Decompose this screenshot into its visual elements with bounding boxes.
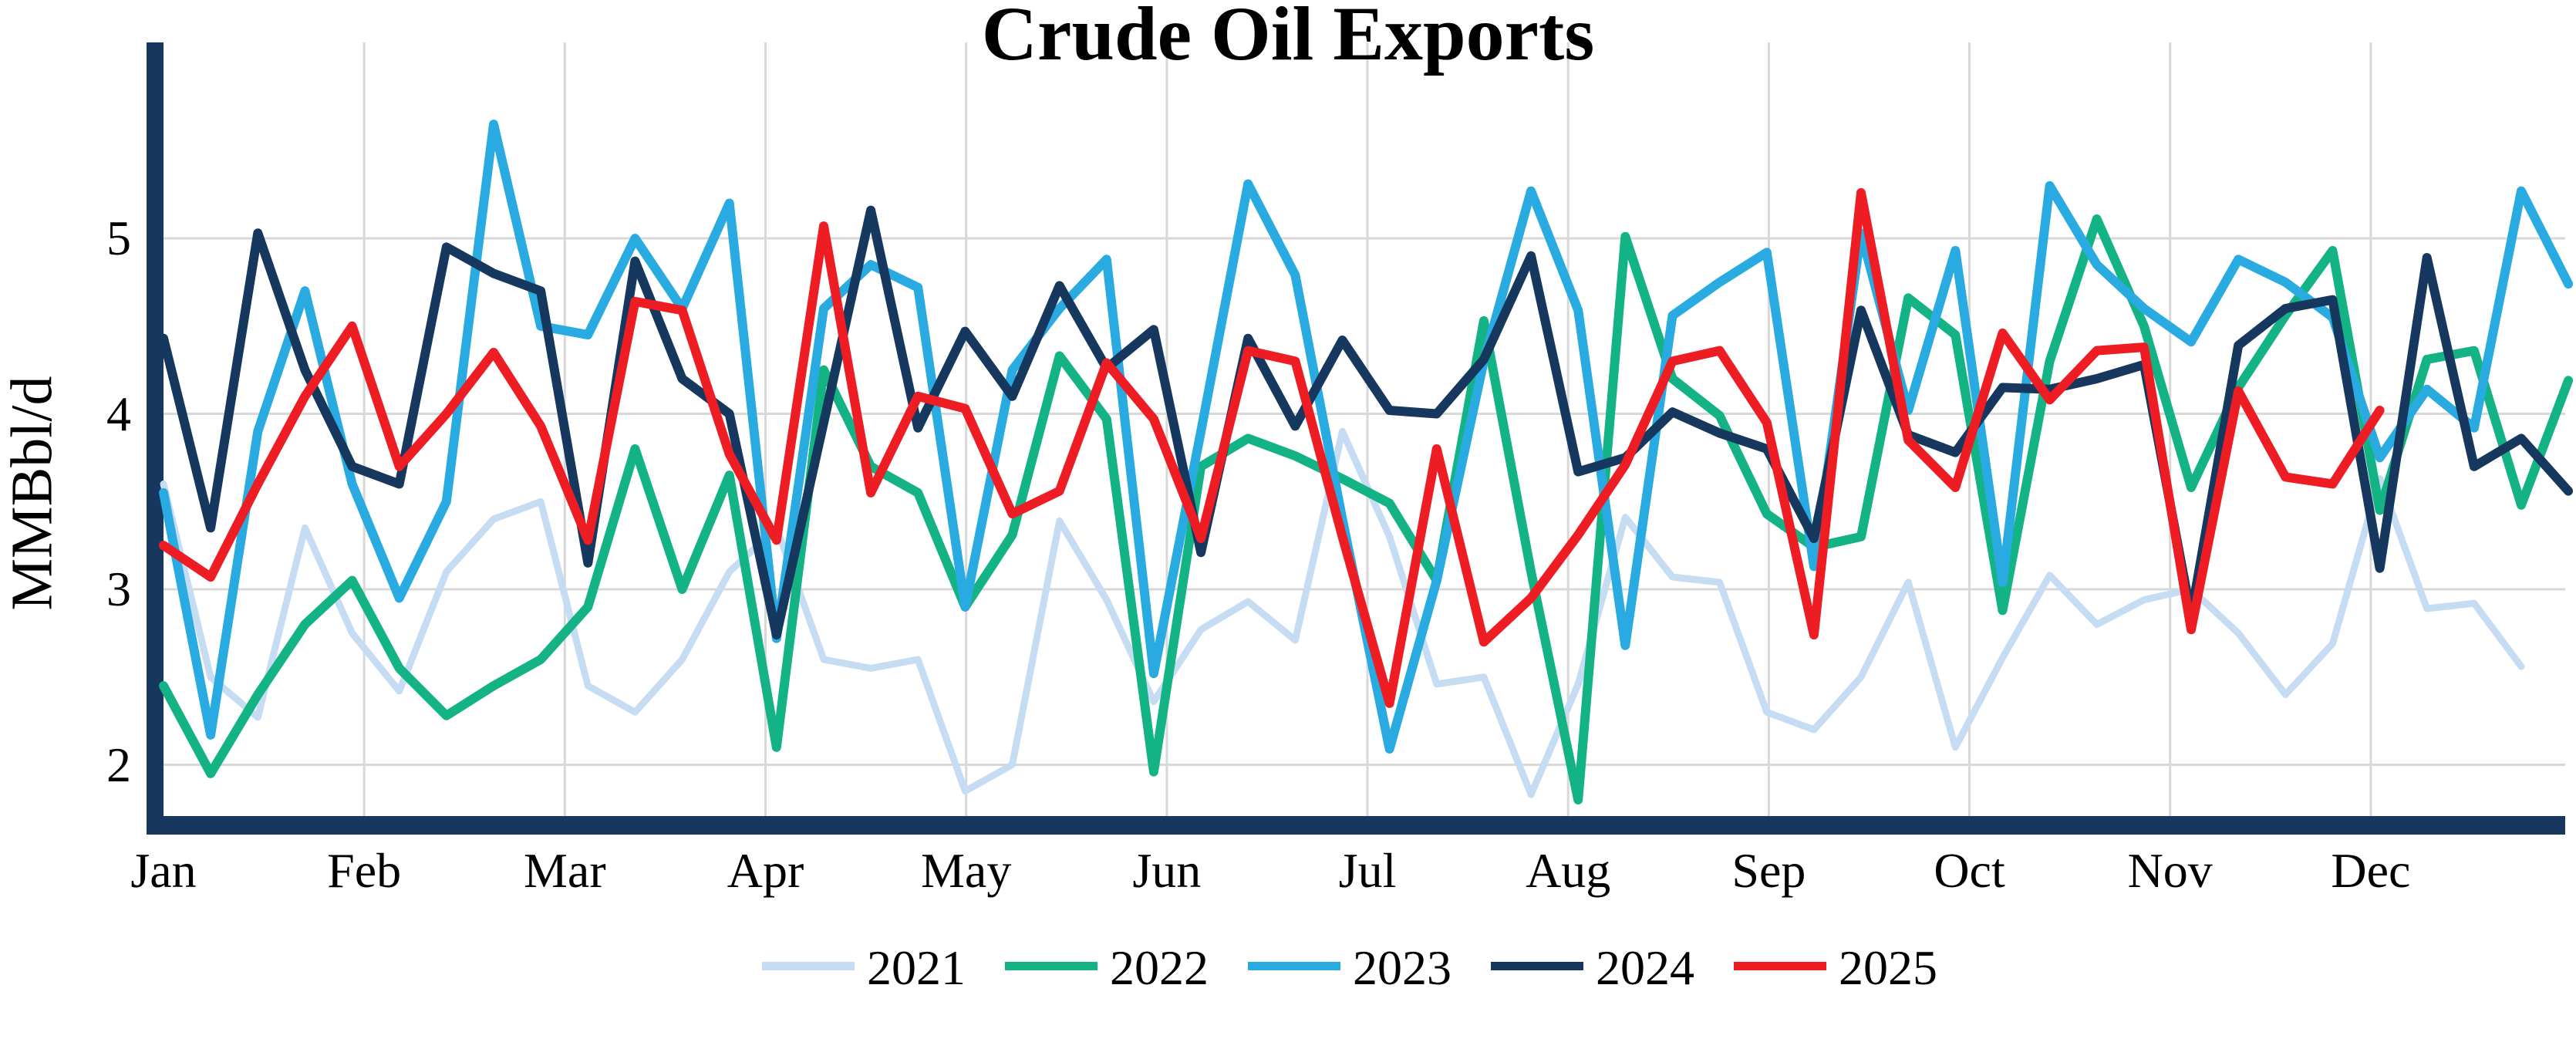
legend-label: 2022	[1110, 940, 1209, 995]
x-tick-label-dec: Dec	[2331, 843, 2411, 898]
x-tick-label-jul: Jul	[1338, 843, 1397, 898]
legend-label: 2024	[1596, 940, 1694, 995]
legend-label: 2021	[867, 940, 966, 995]
legend-swatch-2022	[1005, 962, 1097, 970]
series-line-2021	[160, 427, 2525, 798]
x-tick-label-mar: Mar	[524, 843, 606, 898]
legend-label: 2025	[1839, 940, 1937, 995]
x-axis-line	[147, 816, 2565, 835]
x-tick-label-oct: Oct	[1934, 843, 2005, 898]
chart-title: Crude Oil Exports	[981, 0, 1595, 76]
x-tick-label-nov: Nov	[2127, 843, 2213, 898]
series-line-2025	[159, 187, 2385, 708]
x-tick-label-apr: Apr	[727, 843, 804, 898]
y-tick-label: 2	[106, 737, 131, 792]
x-tick-label-jun: Jun	[1132, 843, 1202, 898]
series-line-2022	[159, 214, 2574, 804]
legend-swatch-2021	[762, 962, 855, 970]
y-axis-line	[147, 42, 164, 835]
x-tick-label-may: May	[921, 843, 1012, 898]
x-tick-label-jan: Jan	[130, 843, 197, 898]
y-tick-label: 3	[106, 562, 131, 616]
x-tick-label-aug: Aug	[1526, 843, 1611, 898]
series-line-2023	[159, 120, 2574, 754]
x-tick-label-feb: Feb	[327, 843, 402, 898]
y-tick-label: 5	[106, 211, 131, 265]
legend-swatch-2023	[1248, 962, 1340, 970]
y-tick-label: 4	[106, 386, 131, 441]
legend-swatch-2024	[1491, 962, 1583, 970]
x-tick-label-sep: Sep	[1731, 843, 1806, 898]
legend-label: 2023	[1353, 940, 1452, 995]
legend: 2021 2022 2023 2024 2025	[0, 940, 2576, 1014]
legend-swatch-2025	[1734, 962, 1826, 970]
